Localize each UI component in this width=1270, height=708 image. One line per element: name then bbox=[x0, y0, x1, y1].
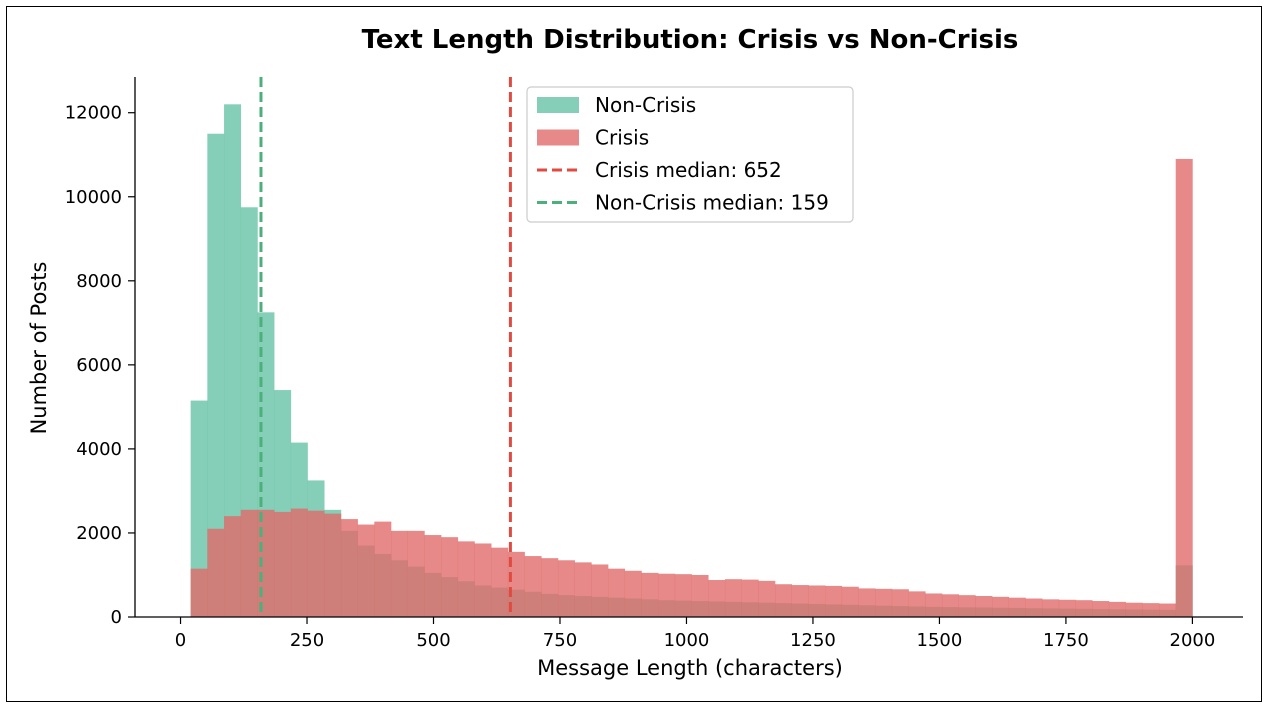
crisis-bar bbox=[507, 551, 525, 617]
crisis-bar bbox=[357, 524, 375, 617]
crisis-bar bbox=[457, 541, 475, 617]
crisis-bar bbox=[474, 543, 492, 617]
legend-entry-crisis-label: Crisis bbox=[595, 126, 649, 150]
legend-entry-non-crisis-median-label: Non-Crisis median: 159 bbox=[595, 191, 829, 215]
crisis-bar bbox=[1159, 603, 1177, 617]
crisis-bar bbox=[524, 556, 542, 617]
x-axis-label: Message Length (characters) bbox=[537, 656, 843, 680]
crisis-bar bbox=[925, 593, 943, 617]
crisis-bar bbox=[574, 562, 592, 617]
crisis-bar bbox=[858, 588, 876, 617]
crisis-bar bbox=[958, 595, 976, 617]
x-tick-label: 750 bbox=[543, 630, 577, 651]
x-tick-label: 250 bbox=[290, 630, 324, 651]
crisis-bar bbox=[825, 585, 843, 617]
x-tick-label: 1000 bbox=[664, 630, 710, 651]
crisis-bar bbox=[340, 519, 358, 617]
y-tick-label: 12000 bbox=[65, 103, 122, 124]
crisis-bar bbox=[290, 508, 308, 617]
legend-entry-non-crisis-swatch bbox=[537, 97, 579, 113]
crisis-bar bbox=[641, 572, 659, 617]
crisis-bar bbox=[240, 509, 258, 617]
crisis-bar bbox=[190, 568, 208, 617]
crisis-bar bbox=[624, 570, 642, 617]
y-tick-label: 8000 bbox=[76, 271, 122, 292]
legend-box bbox=[526, 86, 854, 223]
y-tick-label: 2000 bbox=[76, 523, 122, 544]
x-tick-label: 0 bbox=[175, 630, 186, 651]
crisis-bar bbox=[1108, 601, 1126, 617]
crisis-bar bbox=[374, 521, 392, 617]
y-tick-label: 6000 bbox=[76, 355, 122, 376]
crisis-bar bbox=[1025, 598, 1043, 617]
crisis-bar bbox=[658, 573, 676, 617]
crisis-bar bbox=[391, 530, 408, 617]
non-crisis-bar bbox=[190, 400, 208, 617]
x-axis-ticks: 0 250 500 750 1000 1250 1500 1750 2000 bbox=[175, 617, 1216, 651]
crisis-bar bbox=[591, 564, 609, 617]
y-axis-ticks: 0 2000 4000 6000 8000 10000 12000 bbox=[65, 103, 135, 628]
chart-title: Text Length Distribution: Crisis vs Non-… bbox=[362, 25, 1019, 55]
x-tick-label: 500 bbox=[416, 630, 450, 651]
crisis-bar bbox=[791, 585, 809, 617]
crisis-bar bbox=[274, 511, 292, 617]
crisis-bar bbox=[674, 574, 692, 617]
y-tick-label: 4000 bbox=[76, 439, 122, 460]
crisis-bar bbox=[808, 585, 826, 617]
non-crisis-bar bbox=[224, 104, 242, 617]
x-tick-label: 1250 bbox=[790, 630, 836, 651]
crisis-bar bbox=[1175, 158, 1193, 617]
crisis-bar bbox=[724, 579, 742, 617]
crisis-bar bbox=[407, 530, 425, 617]
x-tick-label: 1500 bbox=[917, 630, 963, 651]
crisis-bar bbox=[775, 584, 793, 617]
crisis-bar bbox=[758, 580, 776, 617]
x-tick-label: 2000 bbox=[1170, 630, 1216, 651]
crisis-bar bbox=[207, 528, 225, 617]
crisis-bar bbox=[908, 591, 926, 617]
crisis-bar bbox=[875, 588, 893, 617]
crisis-bar bbox=[541, 558, 559, 617]
legend: Non-Crisis Crisis Crisis median: 652 Non-Cr… bbox=[526, 86, 854, 223]
crisis-bar bbox=[1075, 600, 1093, 617]
crisis-bar bbox=[307, 510, 325, 617]
legend-entry-crisis-median-label: Crisis median: 652 bbox=[595, 158, 782, 182]
crisis-bar bbox=[691, 574, 709, 617]
legend-entry-non-crisis-label: Non-Crisis bbox=[595, 93, 696, 117]
legend-entry-crisis-swatch bbox=[537, 129, 579, 146]
crisis-bar bbox=[1058, 599, 1076, 617]
crisis-bar bbox=[1042, 599, 1060, 617]
crisis-bar bbox=[708, 580, 726, 617]
crisis-bar bbox=[1008, 597, 1026, 617]
crisis-bar bbox=[975, 595, 993, 617]
crisis-bar bbox=[941, 594, 959, 617]
crisis-bar bbox=[891, 589, 909, 617]
crisis-bar bbox=[324, 513, 342, 617]
crisis-bar bbox=[424, 535, 442, 617]
crisis-bar bbox=[557, 560, 575, 617]
crisis-bar bbox=[1142, 603, 1160, 617]
crisis-bars bbox=[190, 158, 1193, 617]
crisis-bar bbox=[1092, 601, 1110, 617]
crisis-bar bbox=[224, 516, 242, 617]
crisis-bar bbox=[608, 568, 626, 617]
axes bbox=[134, 77, 1243, 618]
crisis-bar bbox=[491, 547, 509, 617]
median-lines bbox=[259, 77, 512, 617]
y-axis-label: Number of Posts bbox=[27, 262, 51, 435]
y-tick-label: 0 bbox=[111, 607, 122, 628]
y-tick-label: 10000 bbox=[65, 187, 122, 208]
crisis-bar bbox=[992, 596, 1010, 617]
crisis-bar bbox=[1125, 602, 1143, 617]
non-crisis-bar bbox=[207, 133, 225, 618]
crisis-bar bbox=[841, 586, 859, 617]
crisis-bar bbox=[441, 537, 459, 617]
crisis-bar bbox=[741, 579, 759, 617]
x-tick-label: 1750 bbox=[1043, 630, 1089, 651]
